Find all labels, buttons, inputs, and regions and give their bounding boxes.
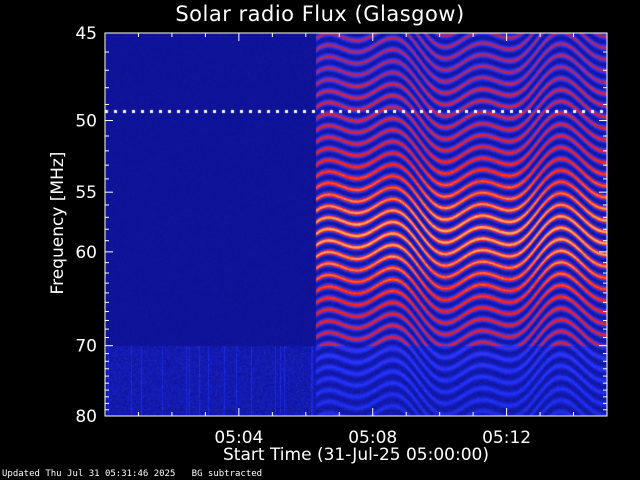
updated-timestamp: Updated Thu Jul 31 05:31:46 2025 <box>2 469 176 479</box>
plot-frame <box>104 32 608 417</box>
y-tick-label: 60 <box>75 243 97 263</box>
y-tick-label: 55 <box>75 183 97 203</box>
x-axis-label: Start Time (31-Jul-25 05:00:00) <box>223 445 489 465</box>
y-tick-label: 80 <box>75 407 97 427</box>
x-tick-label: 05:04 <box>214 428 263 448</box>
x-tick-label: 05:12 <box>482 428 531 448</box>
x-tick-label: 05:08 <box>348 428 397 448</box>
chart-title: Solar radio Flux (Glasgow) <box>175 2 465 26</box>
y-tick-label: 70 <box>75 337 97 357</box>
y-tick-label: 45 <box>75 24 97 44</box>
x-axis: 05:04 05:08 05:12 <box>137 33 575 448</box>
y-axis: 45 50 55 60 70 80 <box>75 24 607 427</box>
bg-subtracted-note: BG subtracted <box>191 469 263 479</box>
y-tick-label: 50 <box>75 112 97 132</box>
footer-status: Updated Thu Jul 31 05:31:46 2025 BG subt… <box>2 469 262 479</box>
y-axis-label: Frequency [MHz] <box>48 151 68 295</box>
